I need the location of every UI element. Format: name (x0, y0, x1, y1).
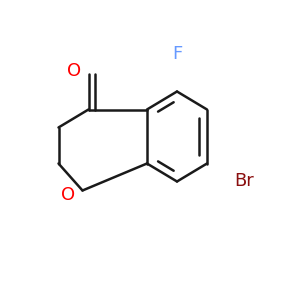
Text: F: F (172, 45, 182, 63)
Text: O: O (61, 186, 75, 204)
Text: O: O (67, 61, 81, 80)
Text: Br: Br (235, 172, 254, 190)
